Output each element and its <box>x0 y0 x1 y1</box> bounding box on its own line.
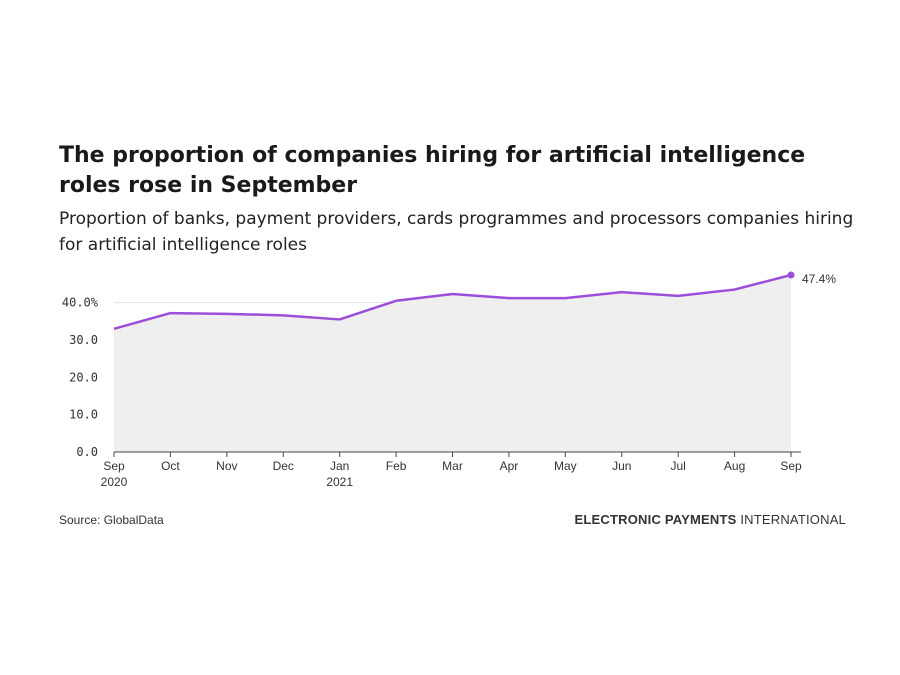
x-tick-label: Apr <box>500 459 519 473</box>
x-tick-label: Oct <box>161 459 180 473</box>
source-note: Source: GlobalData <box>59 513 164 527</box>
x-tick-label: 2021 <box>326 475 353 489</box>
label-layer: 0.0 10.0 20.0 30.0 40.0% Sep 2020 Oct Nov Dec Jan 2… <box>62 272 836 489</box>
data-point-last <box>787 271 795 279</box>
chart-subtitle: Proportion of banks, payment providers, … <box>59 209 854 255</box>
end-value-label: 47.4% <box>802 272 836 286</box>
chart-title: The proportion of companies hiring for a… <box>59 143 806 198</box>
brand-name-bold: ELECTRONIC PAYMENTS <box>574 512 737 527</box>
x-tick-label: Nov <box>216 459 237 473</box>
y-tick-label: 0.0 <box>76 445 98 459</box>
x-tick-label: Sep <box>103 459 125 473</box>
x-tick-label: Dec <box>273 459 294 473</box>
x-tick-label: Jan <box>330 459 349 473</box>
series-line <box>113 273 792 330</box>
axis-layer <box>113 451 801 457</box>
y-tick-label: 20.0 <box>69 370 98 384</box>
x-tick-label: 2020 <box>101 475 128 489</box>
x-tick-label: Aug <box>724 459 745 473</box>
point-layer <box>787 271 795 279</box>
y-tick-label: 30.0 <box>69 333 98 347</box>
area-fill <box>114 275 791 452</box>
x-tick-label: Jul <box>670 459 685 473</box>
x-tick-label: Sep <box>780 459 802 473</box>
x-tick-label: Mar <box>442 459 463 473</box>
x-tick-label: Jun <box>612 459 631 473</box>
x-tick-label: Feb <box>386 459 407 473</box>
y-tick-label: 10.0 <box>69 408 98 422</box>
brand-logo: ELECTRONIC PAYMENTS INTERNATIONAL <box>575 512 846 527</box>
y-tick-label: 40.0% <box>62 296 99 310</box>
brand-name-light: INTERNATIONAL <box>736 512 846 527</box>
x-tick-label: May <box>554 459 577 473</box>
